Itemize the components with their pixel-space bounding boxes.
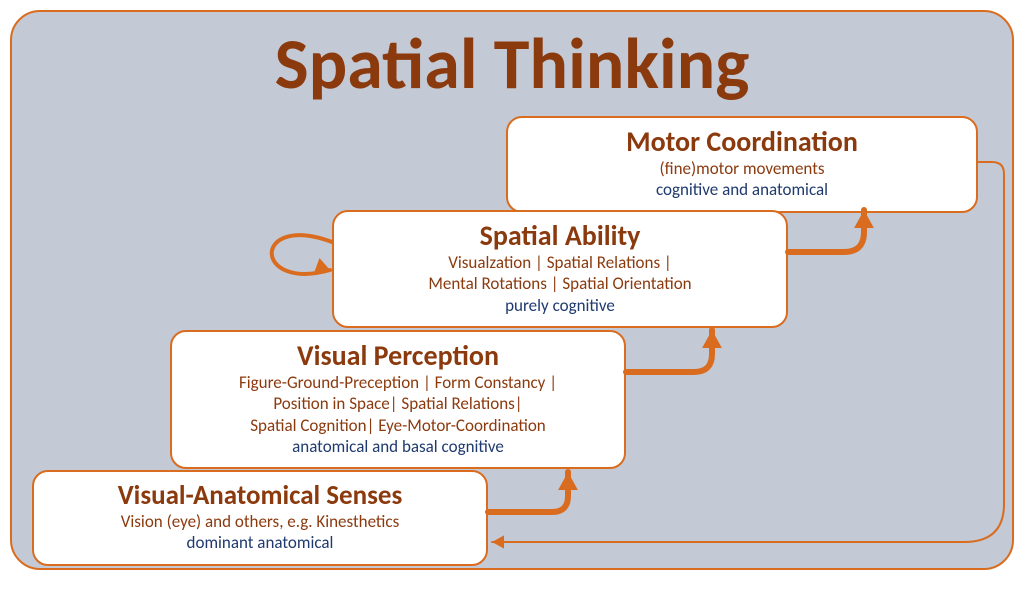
node-title: Motor Coordination [526, 126, 958, 158]
node-tag: cognitive and anatomical [526, 179, 958, 200]
node-subtitle: Figure-Ground-Preception | Form Constanc… [190, 372, 606, 436]
diagram-container: Spatial Thinking Motor Coordination (fin… [10, 10, 1014, 570]
node-tag: purely cognitive [352, 295, 768, 316]
node-tag: anatomical and basal cognitive [190, 436, 606, 457]
node-title: Spatial Ability [352, 220, 768, 252]
node-title: Visual Perception [190, 340, 606, 372]
node-subtitle: (fine)motor movements [526, 158, 958, 179]
diagram-title: Spatial Thinking [12, 20, 1012, 108]
node-spatial-ability: Spatial Ability Visualzation | Spatial R… [332, 210, 788, 328]
node-tag: dominant anatomical [52, 532, 468, 553]
node-motor-coordination: Motor Coordination (fine)motor movements… [506, 116, 978, 213]
node-visual-perception: Visual Perception Figure-Ground-Precepti… [170, 330, 626, 469]
node-subtitle: Visualzation | Spatial Relations |Mental… [352, 252, 768, 295]
node-subtitle: Vision (eye) and others, e.g. Kinestheti… [52, 511, 468, 532]
node-title: Visual-Anatomical Senses [52, 480, 468, 511]
node-visual-anatomical-senses: Visual-Anatomical Senses Vision (eye) an… [32, 470, 488, 566]
